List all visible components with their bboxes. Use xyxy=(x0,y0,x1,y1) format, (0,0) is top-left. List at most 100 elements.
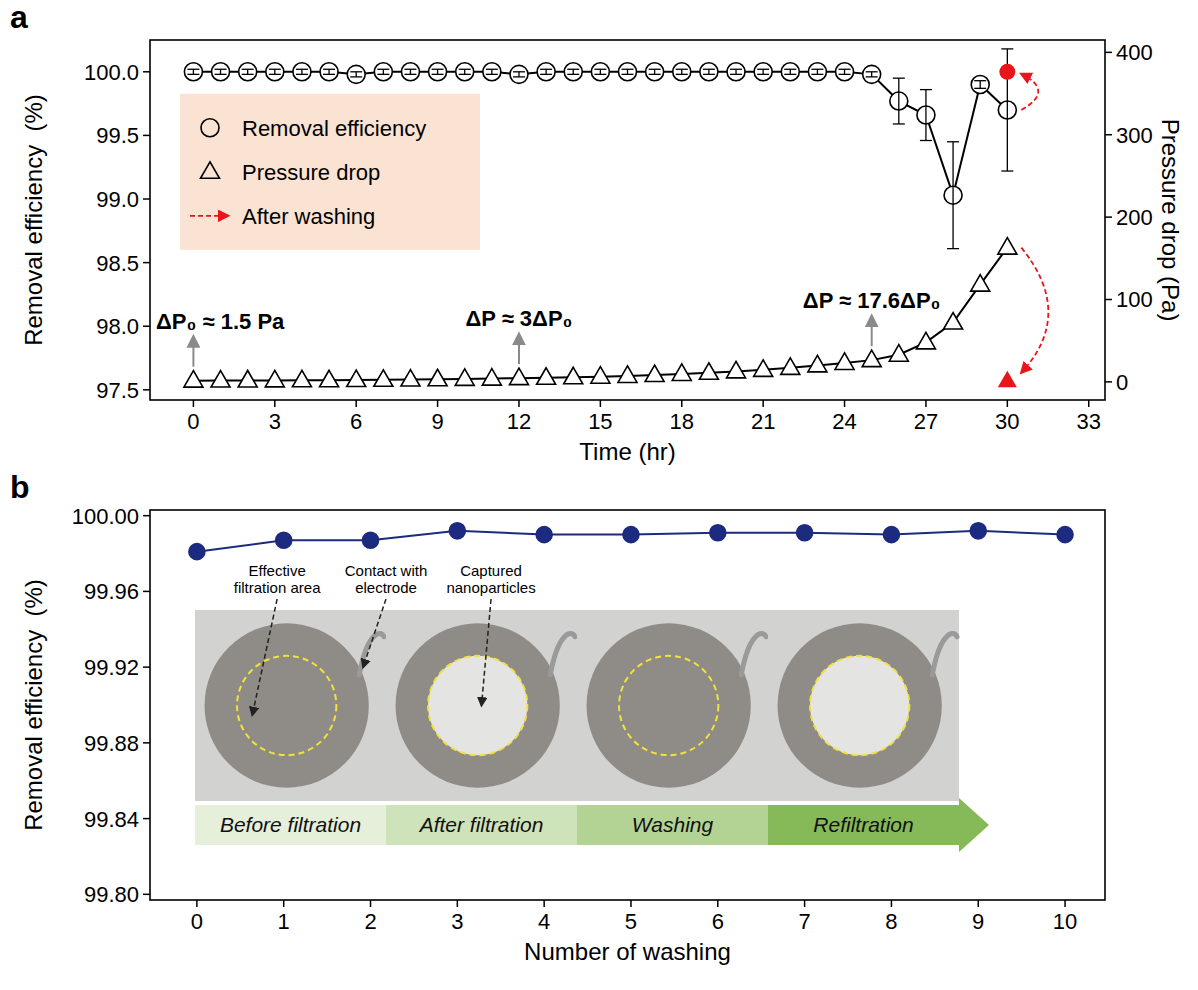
error-stem xyxy=(274,69,275,74)
stage-label: After filtration xyxy=(418,813,544,836)
error-bar xyxy=(703,69,715,74)
washing-arrow xyxy=(1021,74,1038,110)
marker xyxy=(276,532,292,548)
x-tick xyxy=(925,400,927,407)
x-axis-title: Number of washing xyxy=(524,938,731,965)
error-stem xyxy=(247,69,248,74)
error-stem xyxy=(573,69,574,74)
error-stem xyxy=(871,72,872,77)
error-bar xyxy=(486,69,498,74)
y-tick-label: 99.88 xyxy=(84,731,139,756)
error-bar xyxy=(784,69,796,74)
error-cap xyxy=(377,69,389,70)
marker xyxy=(363,532,379,548)
error-stem xyxy=(410,69,411,74)
marker xyxy=(266,63,284,81)
y-tick-label: 100.00 xyxy=(72,504,139,529)
error-cap xyxy=(187,69,199,70)
error-stem xyxy=(844,69,845,74)
marker xyxy=(374,63,392,81)
error-cap xyxy=(839,74,851,75)
marker xyxy=(727,361,746,378)
y-tick xyxy=(143,198,150,200)
error-cap xyxy=(757,74,769,75)
marker xyxy=(754,63,772,81)
error-stem xyxy=(925,90,926,141)
y-tick xyxy=(143,135,150,137)
error-bar xyxy=(269,69,281,74)
x-tick xyxy=(518,400,520,407)
legend: Removal efficiencyPressure dropAfter was… xyxy=(180,94,480,250)
error-cap xyxy=(377,74,389,75)
stage-band xyxy=(195,805,386,845)
annotation-arrow xyxy=(871,316,873,346)
y-tick xyxy=(143,71,150,73)
error-cap xyxy=(459,74,471,75)
error-bar xyxy=(757,69,769,74)
after-washing-pressure xyxy=(998,371,1017,388)
photo-label: Capturednanoparticles xyxy=(446,562,535,596)
error-cap xyxy=(242,74,254,75)
marker xyxy=(862,350,881,367)
photo xyxy=(768,610,959,801)
error-cap xyxy=(513,71,525,72)
marker xyxy=(401,370,420,387)
error-stem xyxy=(437,69,438,74)
marker xyxy=(510,65,528,83)
y-tick-label: 99.80 xyxy=(84,882,139,907)
x-tick-label: 33 xyxy=(1076,409,1100,434)
error-bar xyxy=(404,69,416,74)
washing-arrow xyxy=(1021,248,1048,373)
electrode xyxy=(550,634,575,675)
y-tick xyxy=(143,325,150,327)
error-bar xyxy=(811,69,823,74)
x-tick xyxy=(1088,400,1090,407)
y2-axis-title: Pressure drop (Pa) xyxy=(1157,119,1184,322)
marker xyxy=(374,370,393,387)
error-bar xyxy=(459,69,471,74)
legend-box xyxy=(180,94,480,250)
marker xyxy=(293,63,311,81)
marker xyxy=(863,65,881,83)
error-cap xyxy=(432,74,444,75)
marker xyxy=(537,63,555,81)
error-stem xyxy=(301,69,302,74)
plot-area xyxy=(189,523,1073,560)
marker xyxy=(808,355,827,372)
series-line xyxy=(193,72,1007,195)
error-bar xyxy=(649,69,661,74)
filter-disc xyxy=(587,623,751,787)
error-stem xyxy=(952,142,953,249)
annotation: ΔP ≈ 17.6ΔP₀ xyxy=(803,288,941,313)
marker xyxy=(429,63,447,81)
error-bar xyxy=(893,78,905,124)
marker xyxy=(591,367,610,384)
marker xyxy=(883,527,899,543)
x-tick xyxy=(804,900,806,907)
error-stem xyxy=(817,69,818,74)
x-tick-label: 0 xyxy=(191,909,203,934)
legend-symbol xyxy=(201,119,219,137)
error-cap xyxy=(187,74,199,75)
x-tick-label: 2 xyxy=(364,909,376,934)
error-stem xyxy=(328,69,329,74)
photo-label-arrow xyxy=(252,599,277,715)
error-stem xyxy=(708,69,709,74)
error-cap xyxy=(649,74,661,75)
y-tick-label: 99.96 xyxy=(84,579,139,604)
filter-disc xyxy=(778,623,942,787)
error-bar xyxy=(676,69,688,74)
error-bar xyxy=(920,90,932,141)
error-cap xyxy=(594,69,606,70)
error-cap xyxy=(1001,48,1013,49)
photo-label-arrow xyxy=(482,599,492,706)
panel: a0369121518212427303397.598.098.599.099.… xyxy=(10,0,1184,465)
x-tick xyxy=(1064,900,1066,907)
x-tick-label: 9 xyxy=(972,909,984,934)
y-tick-label: 100.0 xyxy=(84,60,139,85)
photo-label-line: filtration area xyxy=(234,579,321,596)
error-stem xyxy=(735,69,736,74)
y-tick-label: 99.84 xyxy=(84,807,139,832)
photo-label: Effectivefiltration area xyxy=(234,562,321,596)
x-tick-label: 3 xyxy=(269,409,281,434)
